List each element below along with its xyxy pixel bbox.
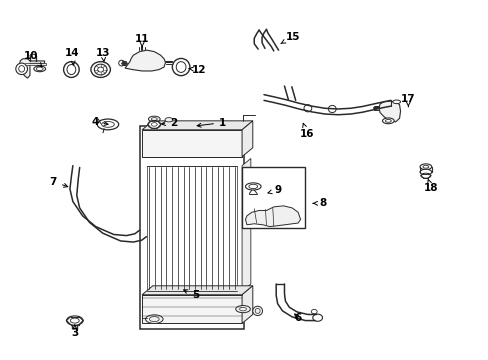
- Polygon shape: [142, 295, 242, 323]
- Ellipse shape: [16, 63, 27, 75]
- Text: 16: 16: [299, 123, 313, 139]
- Polygon shape: [245, 206, 300, 226]
- Ellipse shape: [252, 306, 262, 316]
- Polygon shape: [125, 50, 165, 71]
- Ellipse shape: [148, 116, 160, 122]
- Ellipse shape: [419, 169, 431, 175]
- Ellipse shape: [148, 121, 160, 129]
- Text: 7: 7: [50, 177, 68, 187]
- Ellipse shape: [419, 164, 431, 170]
- Ellipse shape: [91, 62, 110, 77]
- Text: 9: 9: [267, 185, 281, 195]
- Ellipse shape: [312, 314, 322, 321]
- Text: 14: 14: [65, 48, 80, 65]
- Polygon shape: [242, 286, 252, 323]
- Text: 12: 12: [188, 64, 205, 75]
- Ellipse shape: [97, 119, 119, 130]
- Text: 1: 1: [197, 118, 226, 128]
- Text: 4: 4: [91, 117, 108, 127]
- Polygon shape: [142, 121, 252, 130]
- Text: 5: 5: [183, 290, 199, 301]
- Ellipse shape: [245, 183, 261, 190]
- Ellipse shape: [63, 62, 79, 77]
- Ellipse shape: [392, 100, 400, 104]
- Text: 6: 6: [294, 313, 301, 323]
- Text: 11: 11: [135, 34, 149, 47]
- Bar: [147, 166, 237, 291]
- Text: 18: 18: [423, 180, 438, 193]
- Ellipse shape: [172, 58, 189, 76]
- Text: 15: 15: [280, 32, 300, 44]
- Polygon shape: [242, 121, 252, 157]
- Ellipse shape: [304, 105, 311, 112]
- Polygon shape: [19, 59, 44, 78]
- Ellipse shape: [235, 306, 250, 313]
- Ellipse shape: [328, 105, 335, 113]
- Ellipse shape: [66, 316, 83, 325]
- Text: 13: 13: [96, 48, 110, 61]
- Ellipse shape: [145, 315, 163, 323]
- Polygon shape: [25, 63, 45, 65]
- Ellipse shape: [382, 118, 393, 124]
- Polygon shape: [378, 101, 400, 122]
- Ellipse shape: [34, 66, 45, 72]
- Text: 17: 17: [400, 94, 415, 107]
- Text: 8: 8: [313, 198, 325, 208]
- Text: 3: 3: [71, 325, 78, 338]
- Polygon shape: [142, 130, 242, 157]
- Polygon shape: [142, 286, 252, 295]
- Text: 2: 2: [161, 118, 177, 128]
- Polygon shape: [242, 158, 250, 291]
- Ellipse shape: [164, 118, 172, 122]
- Ellipse shape: [420, 173, 430, 178]
- Bar: [242, 167, 305, 228]
- Text: 10: 10: [23, 50, 42, 67]
- Bar: [140, 126, 244, 329]
